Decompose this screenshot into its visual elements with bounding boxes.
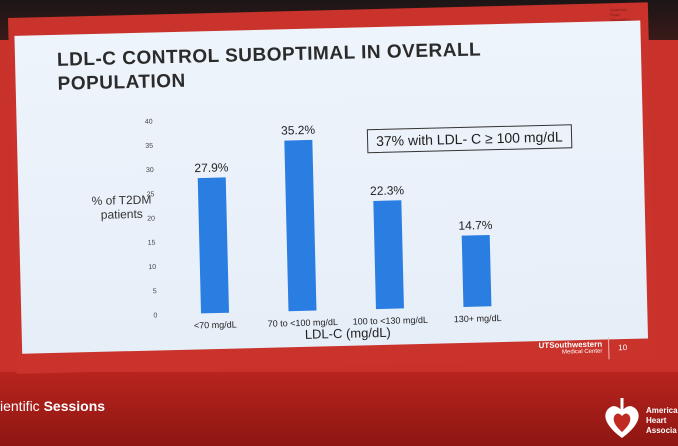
- stage-banner: [0, 372, 678, 446]
- y-tick-label: 35: [145, 143, 153, 150]
- aha-bottom-text: America Heart Associa: [646, 406, 678, 435]
- slide-page-number: 10: [618, 342, 628, 353]
- aha-logo-top: American Heart Association: [596, 5, 636, 26]
- banner-text-bold: Sessions: [43, 398, 106, 414]
- y-tick-label: 25: [146, 191, 154, 198]
- y-tick-label: 40: [145, 118, 153, 125]
- y-tick-label: 0: [153, 312, 157, 319]
- y-axis-ticks: 0 5 10 15 20 25 30 35 40: [145, 118, 158, 319]
- bar-chart: 0 5 10 15 20 25 30 35 40 27.9% 35.2% 22.3% 14.7% <7…: [145, 118, 502, 331]
- y-tick-label: 20: [147, 215, 155, 222]
- y-tick-label: 10: [148, 264, 156, 271]
- aha-logo-bottom: America Heart Associa: [600, 396, 678, 440]
- y-tick-label: 30: [146, 167, 154, 174]
- ut-logo-subtitle: Medical Center: [561, 348, 603, 356]
- bar-value-label: 35.2%: [281, 123, 316, 138]
- bars: [197, 139, 492, 314]
- y-tick-label: 5: [153, 288, 157, 295]
- projection-screen: American Heart Association LDL-C CONTROL…: [8, 2, 657, 374]
- x-tick-label: 130+ mg/dL: [454, 313, 502, 324]
- heart-torch-icon: [597, 7, 608, 21]
- x-tick-label: <70 mg/dL: [194, 320, 237, 331]
- slide-content: LDL-C CONTROL SUBOPTIMAL IN OVERALL POPU…: [14, 20, 649, 354]
- scientific-sessions-banner: ientific Sessions: [0, 398, 105, 414]
- bar: [284, 139, 317, 312]
- bar-value-label: 22.3%: [370, 183, 405, 198]
- ut-southwestern-logo: UTSouthwestern Medical Center: [522, 340, 602, 357]
- bar: [197, 177, 230, 314]
- bar-value-label: 27.9%: [194, 160, 229, 175]
- footer-divider: [607, 337, 610, 360]
- bar-value-label: 14.7%: [458, 218, 493, 233]
- heart-torch-icon-large: [605, 398, 639, 438]
- x-axis-ticks: <70 mg/dL 70 to <100 mg/dL 100 to <130 mg/…: [194, 313, 502, 331]
- y-tick-label: 15: [148, 240, 156, 247]
- bar: [461, 235, 492, 307]
- x-tick-label: 100 to <130 mg/dL: [352, 315, 428, 327]
- bar-value-labels: 27.9% 35.2% 22.3% 14.7%: [194, 123, 493, 233]
- banner-text-light: ientific: [0, 398, 44, 414]
- bar: [373, 200, 404, 310]
- x-tick-label: 70 to <100 mg/dL: [268, 317, 339, 329]
